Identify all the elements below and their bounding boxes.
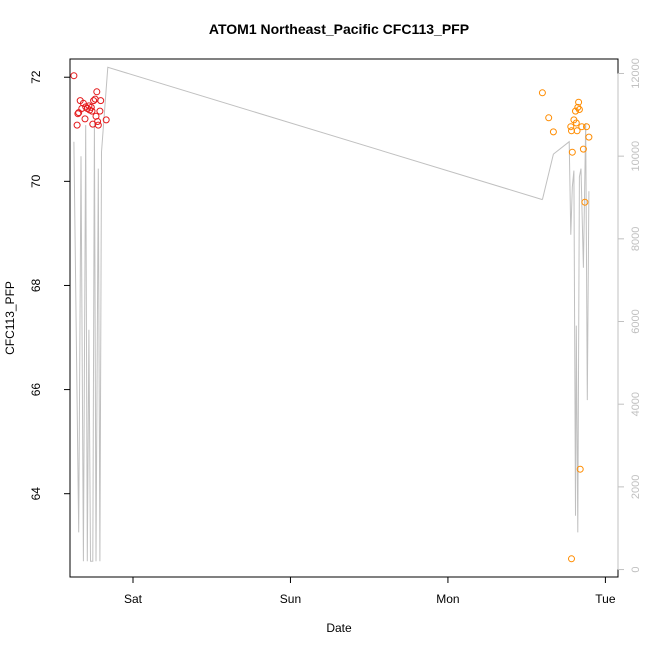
data-point	[568, 555, 575, 563]
y2-tick-label: 12000	[630, 58, 642, 89]
data-point	[572, 119, 580, 127]
data-point	[97, 97, 105, 105]
y2-tick-label: 10000	[630, 141, 642, 172]
data-point	[572, 107, 579, 115]
data-point	[73, 121, 81, 129]
x-tick-label: Tue	[595, 592, 616, 606]
data-point	[583, 123, 590, 131]
x-axis: Sat Sun Mon Tue	[124, 577, 616, 606]
y-tick-label: 66	[29, 383, 43, 397]
data-point	[574, 103, 582, 111]
data-point	[581, 198, 589, 206]
data-point	[87, 103, 95, 111]
data-point	[573, 127, 581, 135]
y2-tick-label: 4000	[630, 392, 642, 416]
data-point	[585, 133, 593, 141]
y2-tick-label: 2000	[630, 475, 642, 499]
data-point	[578, 123, 586, 131]
y2-axis: 0 2000 4000 6000 8000 10000 12000	[617, 58, 642, 573]
data-point	[568, 148, 576, 156]
y2-tick-label: 0	[630, 566, 642, 572]
data-point	[94, 121, 102, 129]
y-tick-label: 64	[29, 487, 43, 501]
data-point	[575, 106, 583, 113]
data-point	[567, 123, 575, 131]
plot-marks	[70, 66, 593, 563]
y-tick-label: 68	[29, 278, 43, 292]
data-point	[70, 72, 78, 80]
data-point	[96, 107, 104, 115]
data-point	[575, 98, 583, 106]
y2-tick-label: 6000	[630, 309, 642, 333]
x-tick-label: Sat	[124, 592, 143, 606]
data-point	[576, 465, 584, 473]
x-axis-label: Date	[326, 621, 352, 635]
x-tick-label: Sun	[280, 592, 301, 606]
data-point	[545, 114, 553, 122]
x-tick-label: Mon	[436, 592, 459, 606]
y-axis: 64 66 68 70 72	[29, 70, 70, 500]
secondary-line-segment	[541, 123, 590, 533]
data-point	[579, 145, 587, 153]
data-point	[74, 110, 82, 118]
y2-tick-label: 8000	[630, 227, 642, 251]
y-tick-label: 70	[29, 174, 43, 188]
data-point	[90, 97, 98, 105]
data-point	[93, 88, 101, 96]
data-point	[538, 89, 546, 97]
data-point	[102, 116, 110, 124]
data-point	[88, 107, 96, 115]
secondary-line-segment	[73, 66, 543, 562]
y-axis-label: CFC113_PFP	[3, 281, 17, 355]
data-point	[81, 115, 89, 123]
chart-title: ATOM1 Northeast_Pacific CFC113_PFP	[209, 21, 469, 37]
data-point	[79, 99, 87, 107]
data-point	[94, 118, 102, 125]
data-point	[549, 128, 557, 136]
y-tick-label: 72	[29, 70, 43, 84]
